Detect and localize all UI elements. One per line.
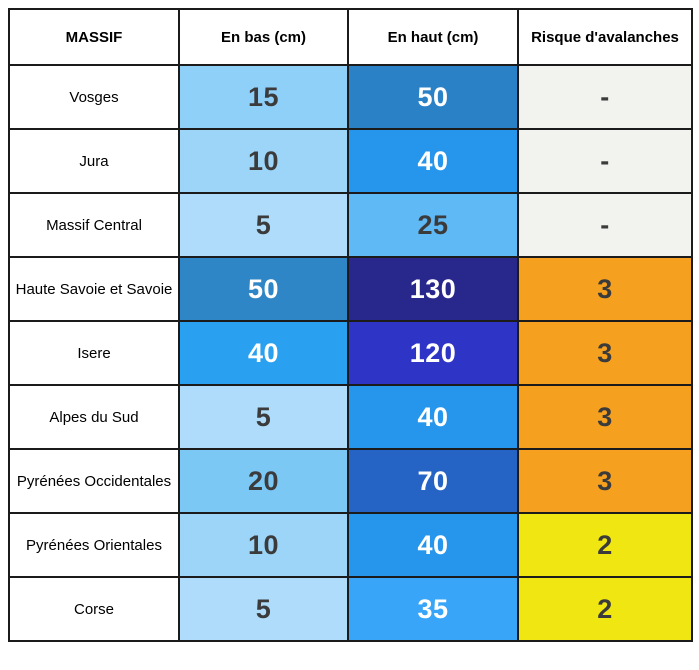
header-en-bas: En bas (cm) [178,8,349,66]
en-haut-value: 50 [347,64,519,130]
massif-label: Jura [8,128,180,194]
table-row-jura: Jura 10 40 - [8,128,693,194]
en-haut-value: 40 [347,384,519,450]
en-haut-value: 25 [347,192,519,258]
massif-label: Isere [8,320,180,386]
massif-label: Pyrénées Occidentales [8,448,180,514]
en-bas-value: 10 [178,128,349,194]
en-haut-value: 120 [347,320,519,386]
massif-label: Vosges [8,64,180,130]
table-header-row: MASSIF En bas (cm) En haut (cm) Risque d… [8,8,693,66]
en-haut-value: 70 [347,448,519,514]
table-row-isere: Isere 40 120 3 [8,320,693,386]
snow-depth-avalanche-table: MASSIF En bas (cm) En haut (cm) Risque d… [8,8,693,642]
massif-label: Corse [8,576,180,642]
risque-value: 3 [517,320,693,386]
en-bas-value: 5 [178,576,349,642]
risque-value: - [517,64,693,130]
table-row-haute-savoie: Haute Savoie et Savoie 50 130 3 [8,256,693,322]
header-massif: MASSIF [8,8,180,66]
en-bas-value: 40 [178,320,349,386]
table-row-massif-central: Massif Central 5 25 - [8,192,693,258]
risque-value: 2 [517,512,693,578]
table-row-pyrenees-occidentales: Pyrénées Occidentales 20 70 3 [8,448,693,514]
en-bas-value: 10 [178,512,349,578]
en-bas-value: 5 [178,384,349,450]
risque-value: 3 [517,448,693,514]
massif-label: Pyrénées Orientales [8,512,180,578]
risque-value: 2 [517,576,693,642]
header-risque-avalanches: Risque d'avalanches [517,8,693,66]
risque-value: 3 [517,256,693,322]
en-bas-value: 5 [178,192,349,258]
table-row-vosges: Vosges 15 50 - [8,64,693,130]
massif-label: Haute Savoie et Savoie [8,256,180,322]
en-haut-value: 35 [347,576,519,642]
en-haut-value: 40 [347,128,519,194]
en-haut-value: 130 [347,256,519,322]
table-row-pyrenees-orientales: Pyrénées Orientales 10 40 2 [8,512,693,578]
en-bas-value: 50 [178,256,349,322]
risque-value: 3 [517,384,693,450]
table-row-alpes-du-sud: Alpes du Sud 5 40 3 [8,384,693,450]
en-haut-value: 40 [347,512,519,578]
massif-label: Massif Central [8,192,180,258]
en-bas-value: 20 [178,448,349,514]
header-en-haut: En haut (cm) [347,8,519,66]
risque-value: - [517,192,693,258]
en-bas-value: 15 [178,64,349,130]
risque-value: - [517,128,693,194]
table-row-corse: Corse 5 35 2 [8,576,693,642]
massif-label: Alpes du Sud [8,384,180,450]
